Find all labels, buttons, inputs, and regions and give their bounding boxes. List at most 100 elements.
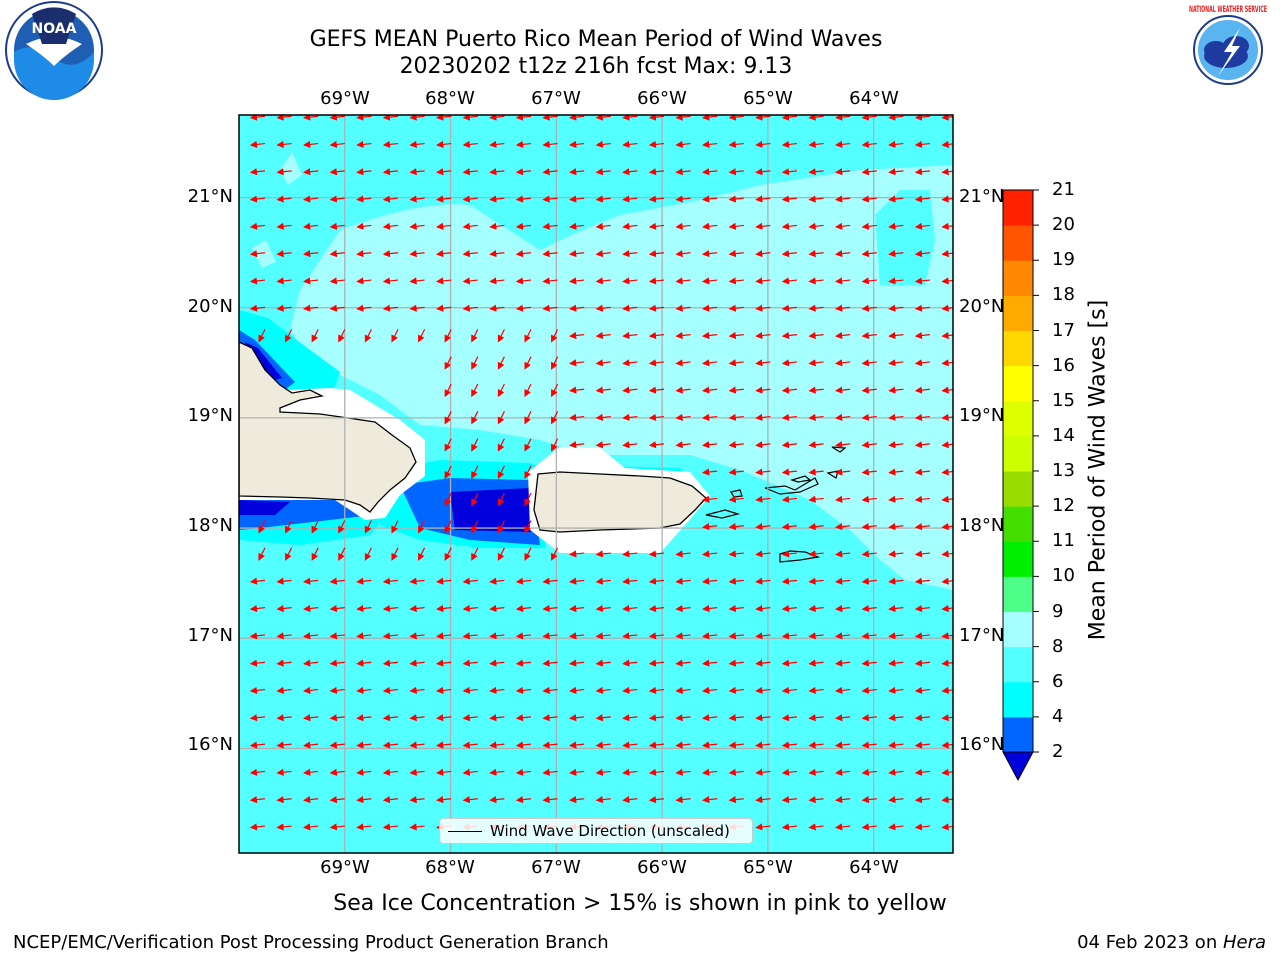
wave-direction-arrow — [409, 604, 425, 613]
wave-direction-arrow — [781, 550, 798, 558]
wave-direction-arrow — [542, 659, 558, 667]
wave-direction-arrow — [702, 714, 718, 722]
wave-direction-arrow — [622, 741, 638, 749]
wave-direction-arrow — [595, 413, 611, 421]
lon-label-top-65w: 65°W — [743, 88, 793, 109]
wave-direction-arrow — [436, 632, 452, 640]
wave-direction-arrow — [755, 304, 771, 312]
wave-direction-arrow — [781, 523, 798, 531]
wave-direction-arrow — [515, 632, 532, 640]
wave-direction-arrow — [914, 250, 931, 258]
field-under-2-passage — [450, 488, 532, 532]
lat-label-right-16n: 16°N — [959, 734, 1005, 755]
wave-direction-arrow — [914, 140, 931, 148]
wave-direction-arrow — [303, 659, 319, 667]
wave-direction-arrow — [436, 140, 452, 148]
wave-direction-arrow — [914, 222, 931, 230]
wave-direction-arrow — [835, 413, 851, 421]
wave-direction-arrow — [249, 577, 266, 585]
wave-direction-arrow — [781, 140, 798, 148]
colorbar-tick-label: 17 — [1052, 319, 1075, 341]
wave-direction-arrow — [356, 604, 372, 613]
wave-direction-arrow — [542, 277, 558, 285]
wave-direction-arrow — [648, 686, 665, 694]
wave-direction-arrow — [941, 331, 953, 340]
wave-direction-arrow — [515, 686, 532, 694]
wave-direction-arrow — [356, 140, 372, 148]
wave-direction-arrow — [364, 329, 372, 343]
wave-direction-arrow — [861, 495, 877, 503]
wave-direction-arrow — [861, 304, 877, 312]
wave-direction-arrow — [941, 577, 953, 585]
wave-direction-arrow — [835, 386, 851, 394]
wave-direction-arrow — [888, 468, 904, 476]
wave-direction-arrow — [702, 386, 718, 394]
wave-direction-arrow — [861, 659, 877, 667]
wave-direction-arrow — [888, 195, 904, 203]
wave-direction-arrow — [648, 741, 665, 749]
wave-direction-arrow — [808, 714, 824, 722]
wave-direction-arrow — [675, 250, 691, 258]
wave-direction-arrow — [595, 386, 611, 394]
wave-direction-arrow — [728, 659, 744, 667]
wave-direction-arrow — [515, 195, 532, 203]
wave-direction-arrow — [808, 386, 824, 394]
wave-direction-arrow — [356, 168, 372, 176]
wave-direction-arrow — [781, 277, 798, 285]
colorbar-tick-label: 16 — [1052, 354, 1075, 376]
wave-direction-arrow — [622, 304, 638, 312]
wave-direction-arrow — [702, 768, 718, 776]
wave-direction-arrow — [276, 222, 292, 230]
producer-credit: NCEP/EMC/Verification Post Processing Pr… — [13, 932, 609, 953]
wave-direction-arrow — [409, 222, 425, 230]
wave-direction-arrow — [808, 604, 824, 613]
wave-direction-arrow — [941, 659, 953, 667]
wave-direction-arrow — [728, 195, 744, 203]
wave-direction-arrow — [675, 304, 691, 312]
wave-direction-arrow — [648, 604, 665, 613]
wave-direction-arrow — [595, 441, 611, 449]
nws-logo: NATIONAL WEATHER SERVICE — [1181, 3, 1275, 97]
wave-direction-arrow — [835, 768, 851, 776]
wave-direction-arrow — [941, 441, 953, 449]
wave-direction-arrow — [356, 577, 372, 585]
wave-direction-arrow — [888, 222, 904, 230]
wave-direction-arrow — [914, 823, 931, 831]
wave-direction-arrow — [338, 547, 346, 561]
wave-direction-arrow — [303, 140, 319, 148]
wave-direction-arrow — [303, 250, 319, 258]
wave-direction-arrow — [303, 195, 319, 203]
wave-direction-arrow — [489, 195, 505, 203]
wave-direction-arrow — [409, 277, 425, 285]
wave-direction-arrow — [941, 168, 953, 176]
wave-direction-arrow — [382, 140, 399, 148]
wave-direction-arrow — [755, 686, 771, 694]
wave-direction-arrow — [675, 386, 691, 394]
lon-label-top-66w: 66°W — [637, 88, 687, 109]
wave-direction-arrow — [551, 356, 559, 370]
wave-direction-arrow — [728, 222, 744, 230]
wave-direction-arrow — [941, 140, 953, 148]
wave-direction-arrow — [329, 632, 345, 640]
wave-direction-arrow — [444, 520, 452, 534]
wave-direction-arrow — [542, 304, 558, 312]
wave-direction-arrow — [409, 195, 425, 203]
wave-direction-arrow — [338, 329, 346, 343]
wave-direction-arrow — [808, 796, 824, 804]
map-frame — [238, 114, 954, 854]
colorbar-tick-label: 14 — [1052, 424, 1075, 446]
wave-direction-arrow — [382, 222, 399, 230]
wave-direction-arrow — [861, 331, 877, 340]
wave-direction-arrow — [497, 465, 505, 479]
wave-direction-arrow — [755, 250, 771, 258]
wave-direction-arrow — [781, 823, 798, 831]
wave-direction-arrow — [755, 550, 771, 558]
wave-direction-arrow — [497, 383, 505, 398]
wave-direction-arrow — [648, 714, 665, 722]
wave-direction-arrow — [648, 768, 665, 776]
wave-direction-arrow — [861, 441, 877, 449]
wave-direction-arrow — [249, 115, 266, 121]
wave-direction-arrow — [303, 686, 319, 694]
wave-direction-arrow — [702, 250, 718, 258]
wave-direction-arrow — [524, 492, 532, 507]
